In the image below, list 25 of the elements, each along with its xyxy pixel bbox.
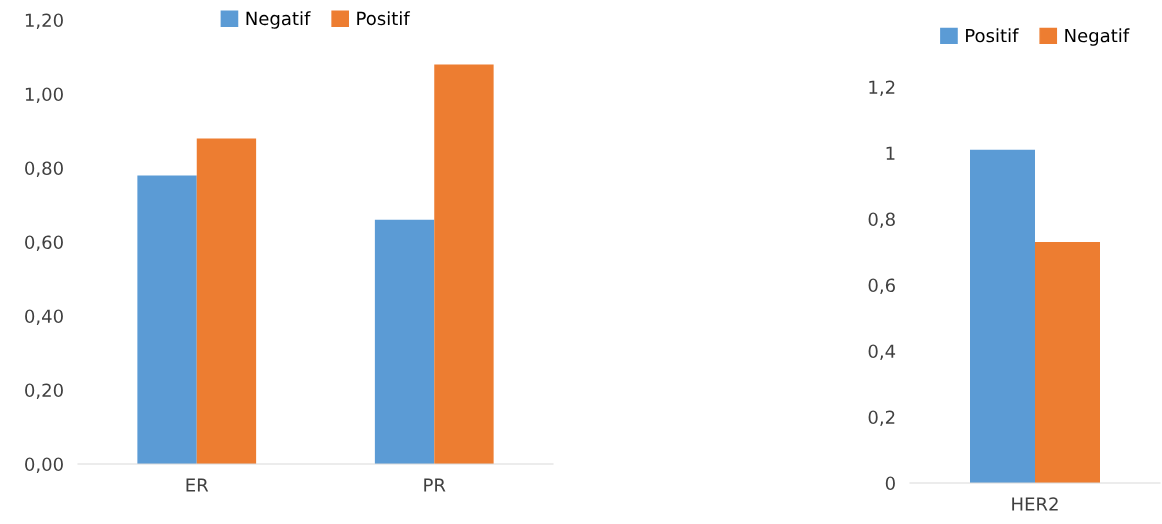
- y-tick-label: 1,2: [869, 80, 895, 96]
- y-tick-label: 0,8: [868, 212, 895, 228]
- x-tick-label: HER2: [1012, 497, 1058, 511]
- bar: [196, 138, 257, 464]
- y-tick-label: 0,20: [25, 383, 63, 399]
- legend-label: Negatif: [246, 11, 311, 29]
- y-tick-label: 0,00: [25, 457, 63, 473]
- bar: [434, 64, 494, 464]
- legend-label: Positif: [966, 28, 1019, 43]
- legend-label: Negatif: [1065, 28, 1130, 46]
- bar: [374, 219, 435, 464]
- y-tick-label: 0,2: [868, 410, 895, 426]
- bar: [137, 175, 197, 464]
- legend-label: Positif: [357, 11, 411, 26]
- y-tick-label: 0: [885, 476, 895, 491]
- y-tick-label: 0,80: [25, 161, 63, 177]
- x-tick-label: ER: [186, 478, 209, 492]
- y-tick-label: 0,40: [25, 309, 63, 325]
- y-tick-label: 1,00: [25, 87, 63, 103]
- y-tick-label: 0,60: [25, 235, 63, 251]
- y-tick-label: 0,6: [868, 278, 895, 294]
- y-tick-label: 0,4: [868, 344, 896, 360]
- y-tick-label: 1,20: [25, 13, 63, 29]
- y-tick-label: 1: [886, 146, 895, 160]
- x-tick-label: PR: [424, 478, 446, 492]
